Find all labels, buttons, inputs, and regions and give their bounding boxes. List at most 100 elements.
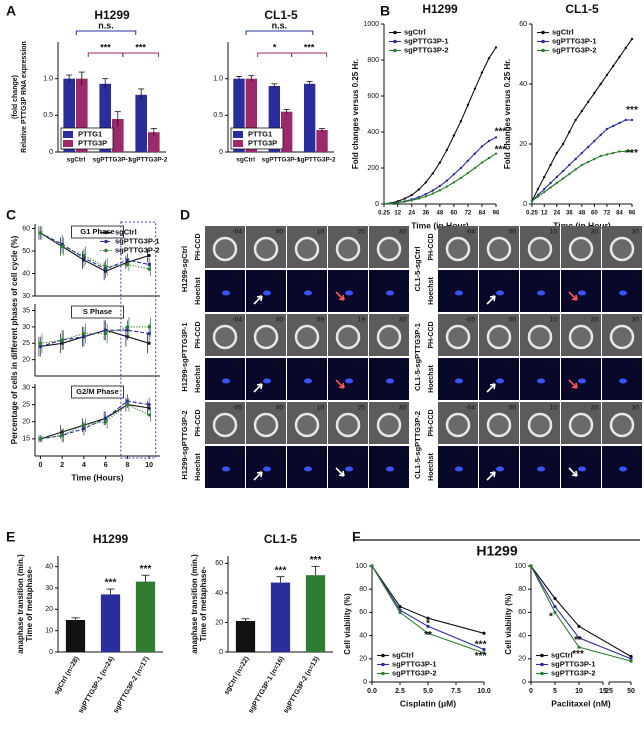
series-line [40, 403, 150, 440]
data-point [147, 325, 151, 329]
time-stamp: 30 [632, 405, 640, 412]
cell [212, 324, 238, 350]
legend-label: sgPTTG3P-1 [551, 659, 596, 668]
time-stamp: 20 [591, 405, 599, 412]
data-point [577, 624, 581, 628]
time-stamp: 25 [358, 449, 366, 456]
row-label: H1299-sgPTTG3P-1 [180, 322, 189, 391]
x-tick-label: 36 [422, 211, 429, 217]
x-tick-label: sgPTTG3P-1 [262, 157, 301, 164]
nucleus [496, 378, 504, 384]
time-stamp: 19 [358, 361, 366, 368]
time-stamp: 09 [317, 361, 325, 368]
cell [486, 324, 512, 350]
y-tick-label: 1.0 [43, 76, 53, 83]
data-point [426, 616, 430, 620]
x-tick-label: 12 [541, 211, 548, 217]
bar [135, 581, 156, 652]
data-point [612, 151, 615, 155]
nucleus [386, 378, 394, 384]
data-point [482, 631, 486, 635]
data-point [370, 564, 374, 568]
data-point [529, 564, 533, 568]
chart-title: CL1-5 [264, 532, 298, 546]
y-tick-label: 60 [359, 609, 367, 616]
bracket [75, 30, 137, 35]
annotation: ** [574, 635, 582, 646]
x-tick-label: 36 [566, 211, 573, 217]
data-point [60, 338, 64, 342]
data-point [466, 171, 470, 175]
x-tick-label: sgPTTG3P-2 [129, 157, 168, 164]
data-point [431, 172, 435, 175]
x-tick-label: 5 [553, 688, 557, 695]
x-tick-label: 50 [627, 688, 635, 695]
data-point [543, 190, 546, 194]
data-point [82, 426, 86, 431]
channel-label: PH-CCD [428, 409, 435, 436]
legend-swatch [233, 131, 243, 138]
legend-label: PTTG1 [248, 129, 272, 138]
data-point [630, 150, 634, 153]
nucleus [263, 290, 271, 296]
panel-letter: A [6, 3, 16, 19]
data-point [125, 325, 129, 329]
time-stamp: 00 [276, 317, 284, 324]
cell [486, 412, 512, 438]
data-point [125, 258, 129, 262]
time-stamp: 00 [509, 449, 517, 456]
y-tick-label: 60 [519, 21, 527, 28]
x-tick-label: 0 [529, 688, 533, 695]
time-stamp: 20 [358, 273, 366, 280]
y-tick-label: 200 [367, 165, 379, 172]
data-point [398, 605, 402, 609]
annotation: *** [304, 42, 315, 52]
bar [233, 78, 245, 152]
legend-label: PTTG1 [78, 129, 102, 138]
time-stamp: 00 [276, 361, 284, 368]
row-label: CL1-5-sgPTTG3P-2 [413, 411, 422, 479]
legend-label: sgPTTG3P-1 [552, 36, 597, 45]
highlight-box [120, 221, 157, 459]
data-point [459, 176, 463, 180]
arrow [335, 291, 345, 301]
time-stamp: 20 [591, 361, 599, 368]
data-point [561, 177, 565, 180]
data-point [431, 192, 435, 195]
data-point [410, 193, 413, 197]
data-point [553, 610, 557, 615]
time-stamp: -05 [233, 449, 243, 456]
y-tick-label: 0 [49, 149, 53, 156]
bracket [291, 52, 328, 57]
legend-marker [381, 671, 385, 676]
panel-letter: E [6, 529, 15, 545]
time-stamp: 00 [276, 229, 284, 236]
time-stamp: 19 [358, 317, 366, 324]
series-line [40, 232, 150, 272]
x-tick-label: 0 [38, 462, 42, 469]
annotation: *** [495, 145, 507, 156]
data-point [543, 175, 546, 179]
nucleus [345, 290, 353, 296]
panel-letter: B [380, 3, 390, 19]
y-tick-label: 50 [22, 248, 30, 255]
data-point [104, 328, 108, 332]
arrow [335, 467, 345, 477]
phase-title: S Phase [83, 307, 112, 316]
x-tick-label: 2.5 [395, 688, 405, 695]
data-point [82, 423, 86, 427]
time-stamp: 30 [399, 449, 407, 456]
cell [527, 412, 553, 438]
time-stamp: 20 [591, 229, 599, 236]
bar [268, 86, 280, 152]
nucleus [619, 290, 627, 296]
y-tick-label: 20 [519, 141, 527, 148]
time-stamp: 30 [632, 449, 640, 456]
nucleus [263, 466, 271, 472]
time-stamp: -04 [233, 317, 243, 324]
x-tick-label: 10.0 [477, 688, 491, 695]
channel-label: Hoechst [428, 277, 435, 305]
cell [294, 412, 320, 438]
data-point [629, 654, 633, 659]
data-point [494, 152, 498, 155]
